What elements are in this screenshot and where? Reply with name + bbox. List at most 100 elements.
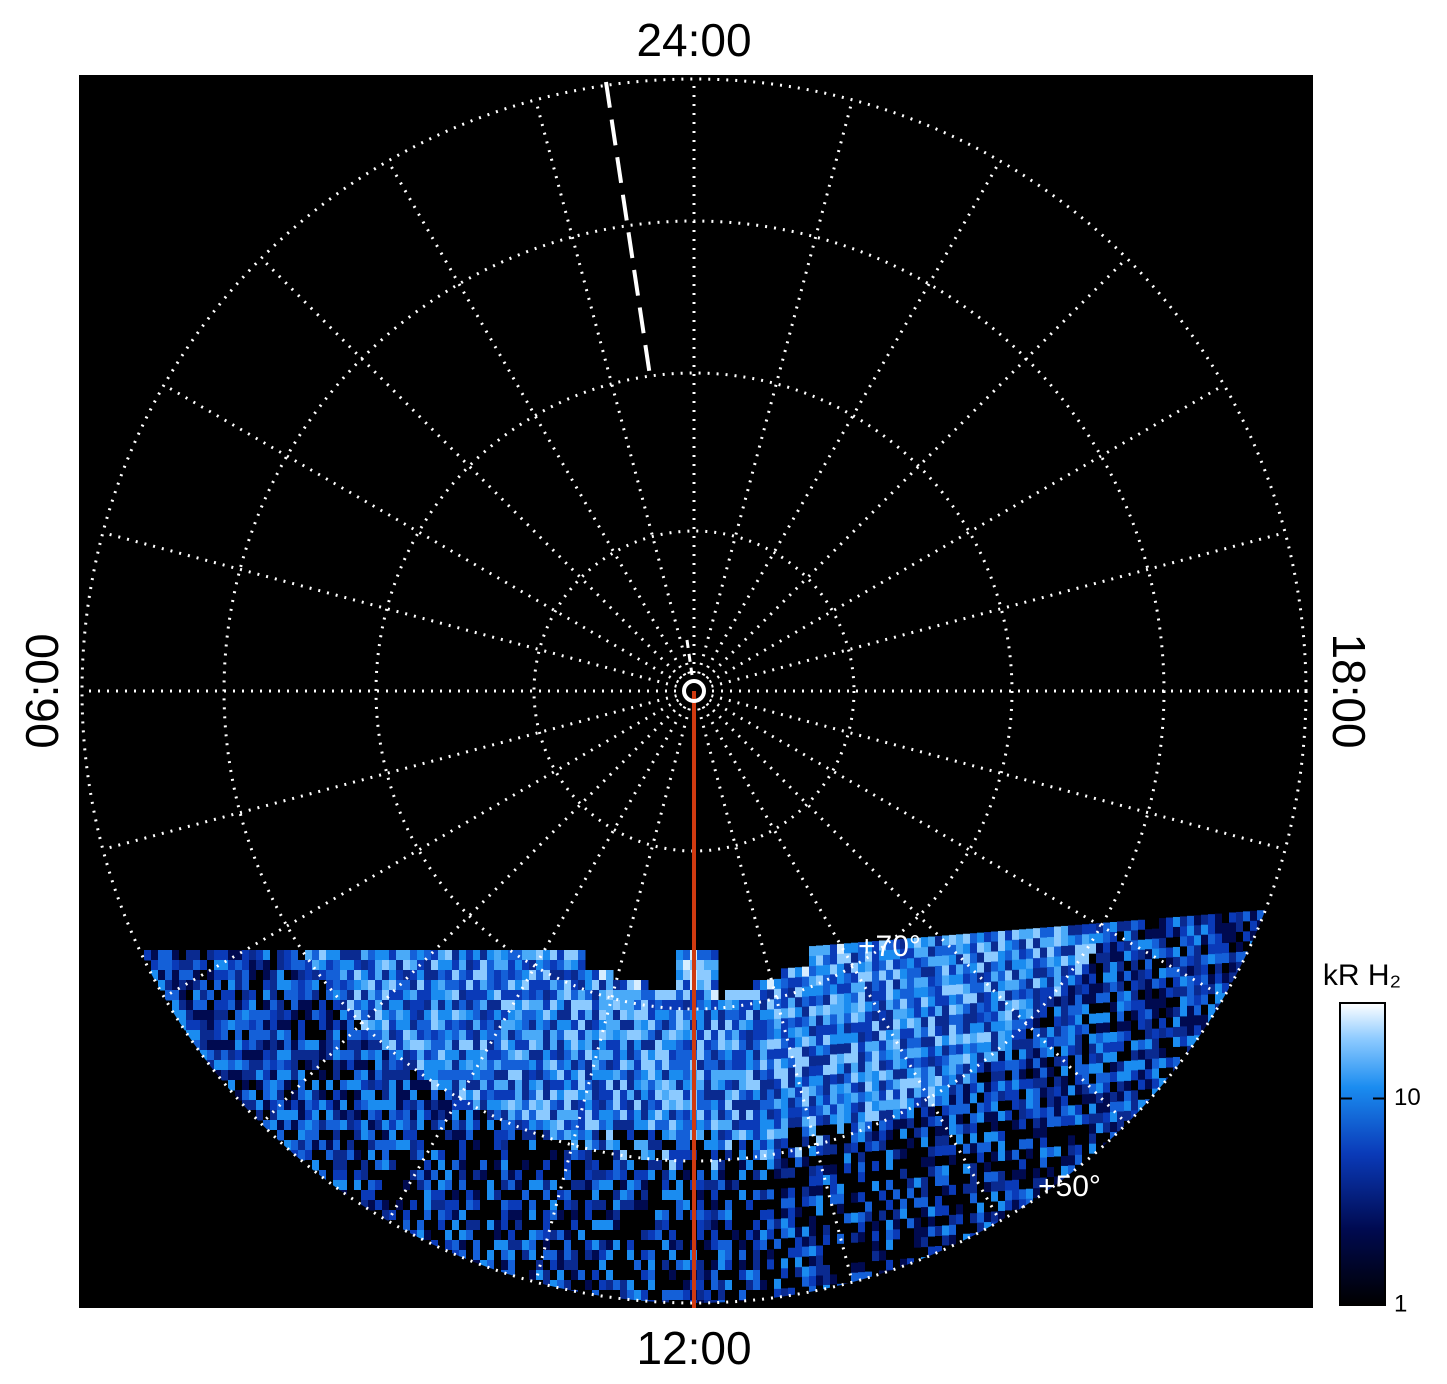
emission-cell [494, 1050, 502, 1061]
emission-cell [697, 1020, 705, 1031]
emission-cell [984, 1022, 992, 1033]
emission-cell [298, 1150, 306, 1161]
emission-cell [718, 1070, 726, 1081]
meridian [710, 694, 1286, 851]
emission-cell [858, 1232, 866, 1243]
emission-cell [1152, 1078, 1160, 1090]
emission-cell [312, 1030, 320, 1041]
emission-cell [466, 970, 474, 981]
emission-cell [942, 985, 950, 996]
emission-cell [935, 1126, 943, 1137]
emission-cell [844, 1093, 852, 1104]
emission-cell [662, 1230, 670, 1241]
emission-cell [1054, 986, 1062, 997]
emission-cell [445, 1120, 453, 1131]
emission-cell [725, 1120, 733, 1131]
emission-cell [718, 1200, 726, 1211]
emission-cell [550, 1010, 558, 1021]
emission-cell [361, 1170, 369, 1181]
emission-cell [739, 1200, 747, 1211]
emission-cell [438, 1100, 446, 1111]
emission-cell [669, 1000, 677, 1011]
emission-cell [480, 980, 488, 991]
emission-cell [228, 960, 236, 971]
emission-cell [361, 1150, 369, 1161]
emission-cell [1068, 1005, 1076, 1016]
emission-cell [473, 1200, 481, 1211]
emission-cell [816, 1065, 824, 1077]
colorbar-ticks: 110 [1340, 1084, 1421, 1317]
emission-cell [921, 1037, 929, 1048]
emission-cell [417, 1100, 425, 1111]
emission-cell [508, 980, 516, 991]
emission-cell [816, 1005, 824, 1017]
emission-cell [725, 1180, 733, 1191]
emission-cell [529, 970, 537, 981]
emission-cell [802, 1006, 810, 1018]
emission-cell [753, 1040, 761, 1051]
emission-cell [788, 1217, 796, 1229]
emission-cell [669, 1170, 677, 1181]
meridian [102, 531, 678, 688]
emission-cell [613, 1180, 621, 1191]
hour-label: 24:00 [636, 14, 751, 66]
emission-cell [1229, 912, 1237, 923]
emission-cell [466, 980, 474, 991]
emission-cell [284, 1120, 292, 1131]
emission-cell [1082, 964, 1090, 975]
emission-cell [613, 980, 621, 991]
emission-cell [515, 960, 523, 971]
emission-cell [480, 1090, 488, 1101]
emission-cell [361, 1010, 369, 1021]
emission-cell [375, 1140, 383, 1151]
emission-cell [557, 1140, 565, 1151]
emission-cell [879, 1120, 887, 1131]
emission-cell [627, 1000, 635, 1011]
emission-cell [578, 1190, 586, 1201]
emission-cell [529, 1100, 537, 1111]
emission-cell [816, 955, 824, 967]
emission-cell [627, 1010, 635, 1021]
emission-cell [1145, 919, 1153, 930]
emission-cell [781, 1108, 789, 1119]
emission-cell [613, 1030, 621, 1041]
emission-cell [865, 1171, 873, 1183]
emission-cell [1110, 1122, 1118, 1133]
emission-cell [1103, 1112, 1111, 1124]
emission-cell [970, 1183, 978, 1194]
emission-cell [417, 1120, 425, 1131]
emission-cell [1166, 1047, 1174, 1059]
emission-cell [949, 1054, 957, 1066]
emission-cell [592, 1230, 600, 1241]
emission-cell [753, 1140, 761, 1151]
emission-cell [900, 1078, 908, 1090]
emission-cell [613, 1220, 621, 1231]
emission-cell [445, 1160, 453, 1171]
emission-cell [515, 1150, 523, 1161]
emission-cell [935, 1116, 943, 1127]
emission-cell [1138, 1009, 1146, 1021]
emission-cell [368, 1010, 376, 1021]
emission-cell [1180, 946, 1188, 957]
emission-cell [382, 1210, 390, 1221]
emission-cell [879, 1110, 887, 1121]
emission-cell [158, 970, 166, 981]
emission-cell [487, 1120, 495, 1131]
emission-cell [830, 1274, 838, 1285]
emission-cell [557, 1270, 565, 1281]
emission-cell [494, 1220, 502, 1231]
emission-cell [480, 1000, 488, 1011]
emission-cell [382, 1030, 390, 1041]
emission-cell [704, 1130, 712, 1141]
emission-cell [578, 1020, 586, 1031]
emission-cell [606, 1270, 614, 1281]
emission-cell [417, 1080, 425, 1091]
emission-cell [781, 1068, 789, 1079]
emission-cell [592, 1060, 600, 1071]
emission-cell [452, 960, 460, 971]
emission-cell [949, 1164, 957, 1176]
emission-cell [970, 1063, 978, 1074]
emission-cell [711, 1260, 719, 1271]
emission-cell [1054, 1026, 1062, 1037]
emission-cell [998, 1140, 1006, 1152]
